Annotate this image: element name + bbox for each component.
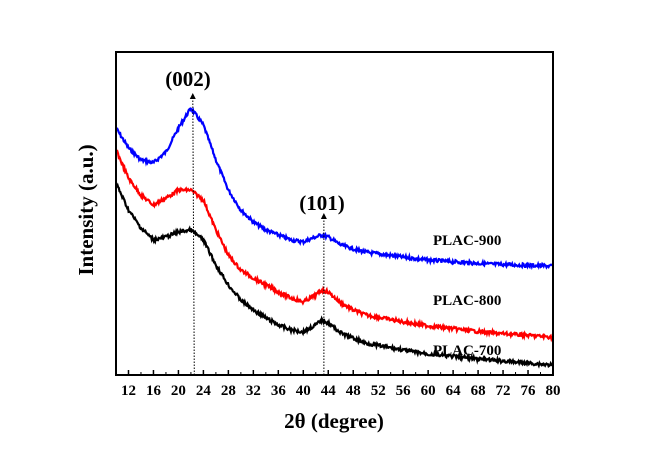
x-tick-label: 12 [121, 383, 136, 399]
x-tick-label: 68 [471, 383, 486, 399]
x-tick-label: 24 [196, 383, 212, 399]
series-line-plac-800 [114, 148, 554, 343]
x-tick-label: 48 [346, 383, 361, 399]
x-tick-label: 40 [296, 383, 311, 399]
x-axis-title: 2θ (degree) [284, 409, 384, 433]
x-tick-label: 36 [271, 383, 287, 399]
plot-frame [115, 51, 554, 376]
arrow-icon [320, 213, 327, 219]
series-label-plac-800: PLAC-800 [433, 293, 501, 309]
x-tick-label: 32 [246, 383, 261, 399]
x-tick-label: 80 [546, 383, 561, 399]
series-line-plac-900 [115, 106, 554, 271]
series-line-plac-700 [114, 182, 554, 369]
y-axis-title: Intensity (a.u.) [74, 144, 98, 275]
annotation-101: (101) [299, 191, 345, 215]
x-tick-label: 28 [221, 383, 236, 399]
x-tick-label: 16 [146, 383, 162, 399]
x-tick-label: 44 [321, 383, 337, 399]
series-label-plac-900: PLAC-900 [433, 233, 501, 249]
x-tick-label: 60 [421, 383, 436, 399]
x-tick-label: 52 [371, 383, 386, 399]
x-tick-label: 64 [446, 383, 462, 399]
reference-line [192, 95, 195, 376]
series-label-plac-700: PLAC-700 [433, 343, 501, 359]
x-tick-label: 72 [496, 383, 511, 399]
arrow-icon [189, 93, 196, 99]
x-tick-label: 20 [171, 383, 186, 399]
annotation-002: (002) [165, 67, 211, 91]
x-tick-label: 76 [521, 383, 537, 399]
x-tick-label: 56 [396, 383, 412, 399]
